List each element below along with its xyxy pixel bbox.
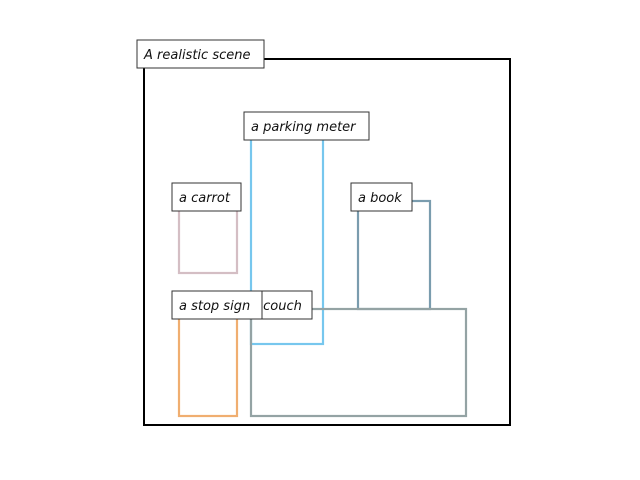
stop-sign-box [177,307,239,418]
carrot-label-text: a carrot [179,191,231,206]
carrot-label: a carrot [171,182,242,212]
scene-frame [143,58,511,426]
stop-sign-label: a stop sign [171,290,263,320]
book-box [356,199,432,311]
stop-sign-label-text: a stop sign [179,299,250,314]
couch-label-text: a couch [251,299,302,314]
scene-title-label: A realistic scene [136,39,265,69]
carrot-box [177,199,239,275]
parking-meter-label-text: a parking meter [251,120,357,135]
book-label-text: a book [358,191,402,206]
book-label: a book [350,182,413,212]
couch-box [249,307,468,418]
scene-title: A realistic scene [143,48,250,63]
parking-meter-label: a parking meter [243,111,370,141]
